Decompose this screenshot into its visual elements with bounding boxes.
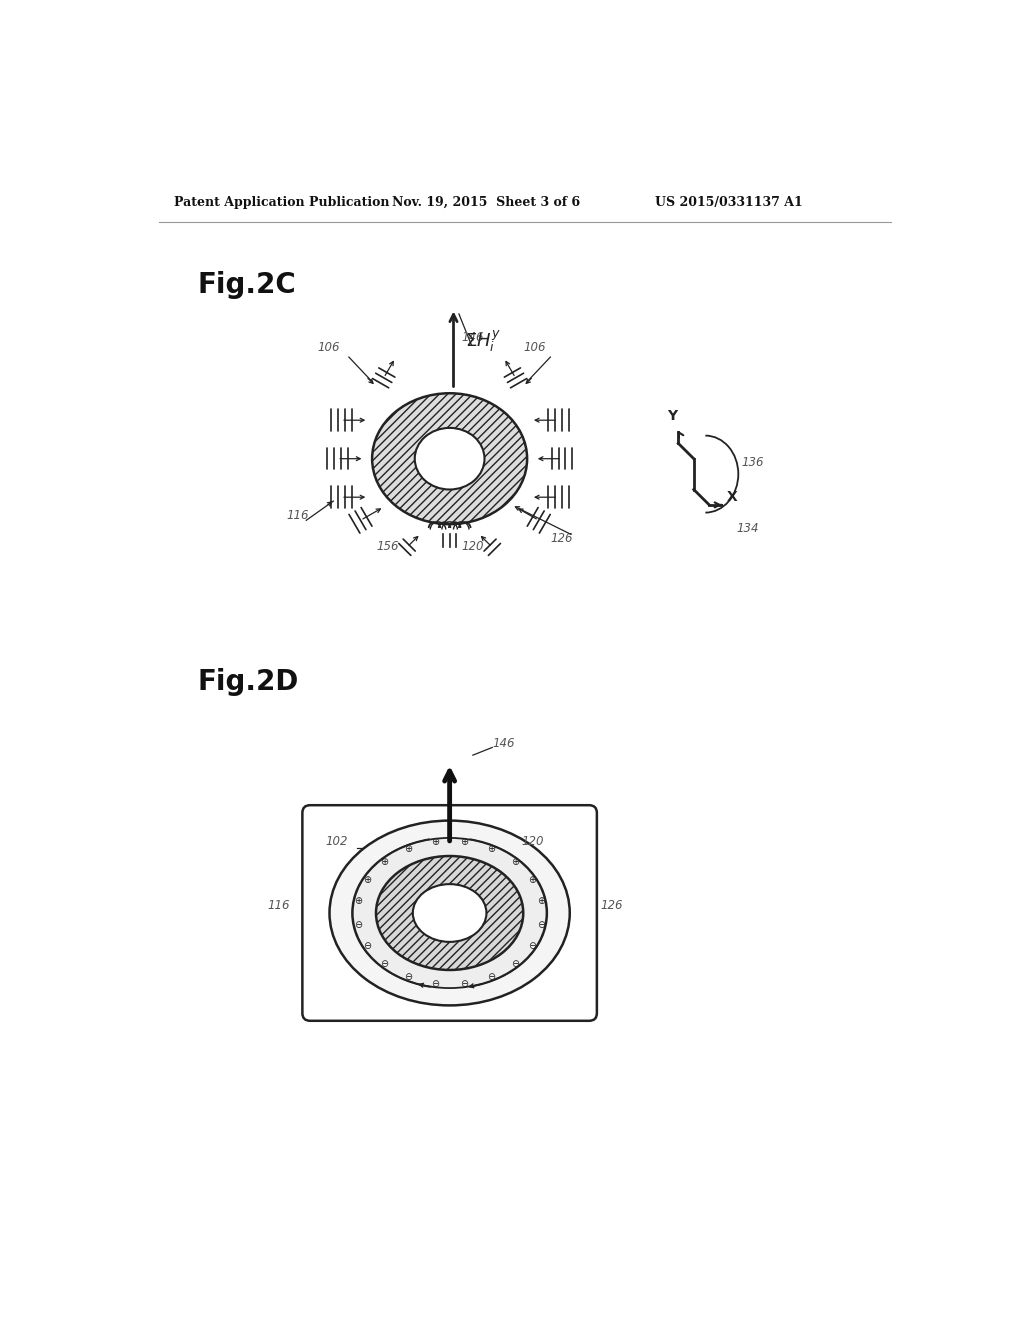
Text: $\Sigma H_i^y$: $\Sigma H_i^y$ bbox=[465, 329, 501, 354]
Text: ⊕: ⊕ bbox=[460, 837, 468, 847]
Text: Patent Application Publication: Patent Application Publication bbox=[174, 197, 390, 209]
Text: ⊖: ⊖ bbox=[538, 920, 545, 931]
Text: ⊖: ⊖ bbox=[527, 941, 536, 952]
Text: 146: 146 bbox=[493, 738, 515, 751]
Text: ⊖: ⊖ bbox=[364, 941, 372, 952]
Text: ⊖: ⊖ bbox=[403, 972, 412, 982]
Text: ⊖: ⊖ bbox=[354, 920, 362, 931]
Text: ⊕: ⊕ bbox=[431, 837, 439, 847]
Ellipse shape bbox=[376, 855, 523, 970]
Text: Fig.2D: Fig.2D bbox=[198, 668, 299, 696]
Text: 134: 134 bbox=[736, 521, 759, 535]
Ellipse shape bbox=[413, 884, 486, 942]
Text: X: X bbox=[727, 490, 738, 504]
Text: 120: 120 bbox=[521, 836, 544, 849]
Ellipse shape bbox=[372, 393, 527, 524]
Ellipse shape bbox=[352, 838, 547, 989]
Text: ⊕: ⊕ bbox=[364, 875, 372, 884]
Text: 136: 136 bbox=[741, 457, 764, 470]
Text: ⊕: ⊕ bbox=[511, 857, 519, 867]
Text: 126: 126 bbox=[550, 532, 572, 545]
FancyBboxPatch shape bbox=[302, 805, 597, 1020]
Text: ⊖: ⊖ bbox=[431, 978, 439, 989]
Text: 116: 116 bbox=[267, 899, 290, 912]
Text: 106: 106 bbox=[317, 341, 340, 354]
Text: ⊕: ⊕ bbox=[354, 895, 362, 906]
Text: ⊖: ⊖ bbox=[487, 972, 496, 982]
Text: ⊖: ⊖ bbox=[381, 960, 388, 969]
Text: ⊕: ⊕ bbox=[403, 843, 412, 854]
Text: ⊕: ⊕ bbox=[538, 895, 545, 906]
Text: ⊕: ⊕ bbox=[527, 875, 536, 884]
Text: Nov. 19, 2015  Sheet 3 of 6: Nov. 19, 2015 Sheet 3 of 6 bbox=[391, 197, 580, 209]
Text: ⊖: ⊖ bbox=[511, 960, 519, 969]
Ellipse shape bbox=[330, 821, 569, 1006]
Text: 106: 106 bbox=[523, 341, 546, 354]
Text: ⊕: ⊕ bbox=[381, 857, 388, 867]
Text: 146: 146 bbox=[461, 331, 483, 345]
Text: 126: 126 bbox=[601, 899, 624, 912]
Text: 156: 156 bbox=[376, 540, 398, 553]
Text: 102: 102 bbox=[326, 836, 348, 849]
Text: 120: 120 bbox=[461, 540, 483, 553]
Text: ⊕: ⊕ bbox=[487, 843, 496, 854]
Text: US 2015/0331137 A1: US 2015/0331137 A1 bbox=[655, 197, 803, 209]
Text: Y: Y bbox=[667, 409, 677, 424]
Text: ⊖: ⊖ bbox=[460, 978, 468, 989]
Ellipse shape bbox=[415, 428, 484, 490]
Text: Fig.2C: Fig.2C bbox=[198, 271, 297, 300]
Text: 116: 116 bbox=[287, 508, 309, 521]
